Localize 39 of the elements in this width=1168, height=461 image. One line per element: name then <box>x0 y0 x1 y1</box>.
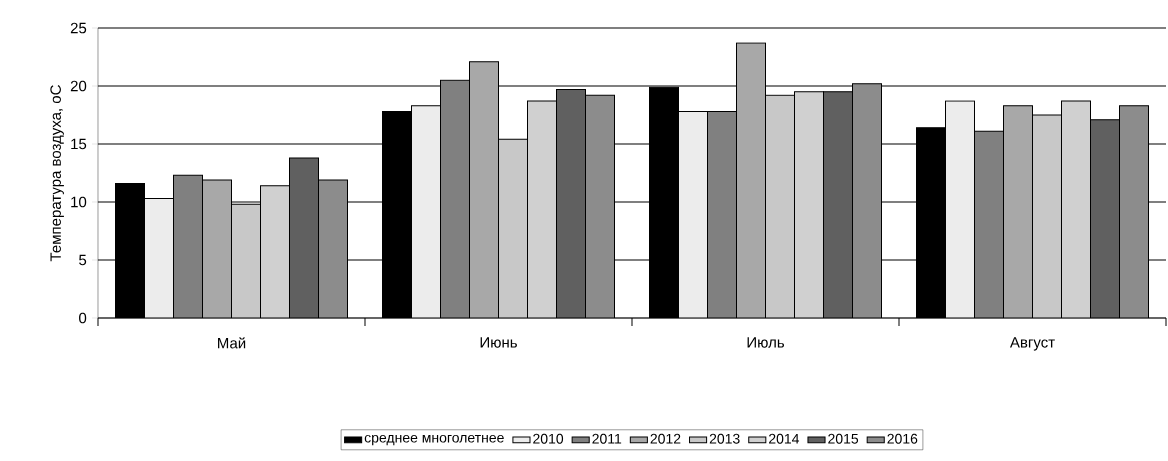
y-axis-title: Температура воздуха, оС <box>50 85 64 262</box>
legend-label: 2015 <box>828 433 859 444</box>
bar <box>823 91 853 318</box>
bar <box>945 100 975 318</box>
legend-label: 2014 <box>769 433 800 444</box>
legend-label: 2016 <box>887 433 918 444</box>
bar <box>173 174 203 318</box>
bar <box>556 88 586 318</box>
legend-label: 2012 <box>650 433 681 444</box>
x-tick-label: Август <box>1009 337 1055 351</box>
legend-label: 2013 <box>709 433 740 444</box>
bar <box>707 111 737 318</box>
legend-label: среднее многолетнее <box>364 434 504 446</box>
bar <box>585 94 615 318</box>
x-tick-label: Май <box>218 337 246 349</box>
y-tick-label: 25 <box>70 22 87 34</box>
bar <box>289 157 319 318</box>
bar <box>678 111 708 318</box>
bar <box>736 42 766 318</box>
bar <box>411 105 441 318</box>
bar <box>974 130 1004 318</box>
y-tick-label: 0 <box>79 312 87 324</box>
bar <box>1003 105 1033 318</box>
bar <box>1090 119 1120 318</box>
bar <box>852 83 882 318</box>
bar <box>440 79 470 318</box>
bar <box>144 198 174 318</box>
y-tick-label: 10 <box>71 196 87 208</box>
y-tick-label: 20 <box>70 80 87 92</box>
legend-label: 2011 <box>592 433 622 444</box>
bar <box>318 179 348 318</box>
legend-label: 2010 <box>533 433 564 444</box>
bar <box>202 179 232 318</box>
bar <box>1119 105 1149 318</box>
x-tick-label: Июнь <box>480 337 517 348</box>
y-tick-label: 5 <box>79 254 87 266</box>
bar <box>469 61 499 318</box>
y-tick-label: 15 <box>71 138 87 150</box>
x-tick-label: Июль <box>747 337 785 348</box>
